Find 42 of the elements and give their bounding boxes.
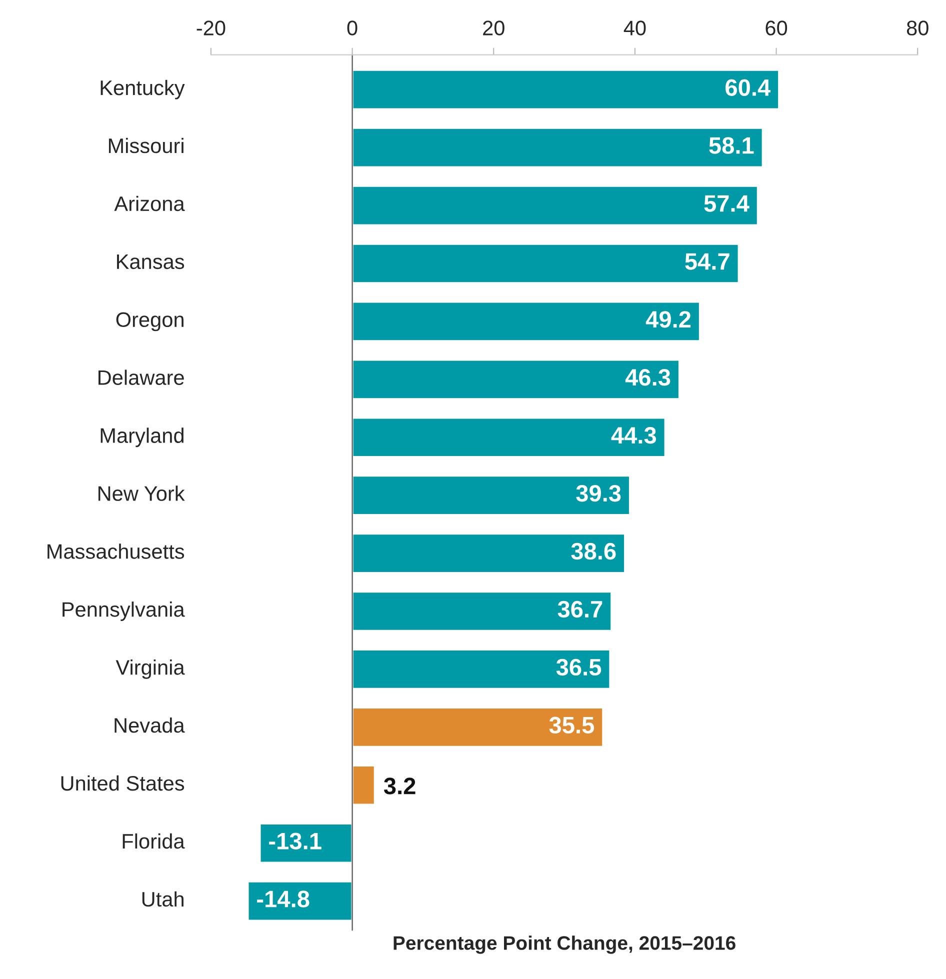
y-tick-label: Oregon <box>116 312 184 332</box>
bar <box>351 126 764 168</box>
y-tick-label: Florida <box>122 833 185 849</box>
data-label: -13.1 <box>269 832 322 850</box>
y-tick-label: Missouri <box>108 138 184 154</box>
data-label: 38.6 <box>571 542 616 560</box>
bar <box>351 68 780 110</box>
bar <box>351 184 759 226</box>
x-tick-label: -20 <box>196 20 226 36</box>
y-tick-label: Kentucky <box>100 80 185 100</box>
data-label: 46.3 <box>625 369 670 386</box>
data-label: 36.7 <box>558 600 602 618</box>
bar <box>351 242 740 284</box>
x-tick-label: 20 <box>483 20 504 36</box>
y-tick-label: Maryland <box>100 428 184 448</box>
data-label: 57.4 <box>704 195 750 212</box>
x-tick-label: 60 <box>766 20 788 36</box>
y-tick-label: Pennsylvania <box>62 602 185 621</box>
data-label: 60.4 <box>726 79 771 96</box>
bar <box>246 880 354 922</box>
x-tick-label: 40 <box>624 20 646 36</box>
x-tick-label: 0 <box>347 20 358 36</box>
y-tick-label: New York <box>98 486 185 501</box>
y-tick-label: Kansas <box>117 254 184 270</box>
data-label: 3.2 <box>384 778 416 794</box>
y-tick-label: Utah <box>142 891 184 907</box>
data-label: 39.3 <box>576 484 621 502</box>
data-label: 49.2 <box>646 311 691 328</box>
x-axis-title: Percentage Point Change, 2015–2016 <box>394 936 736 954</box>
data-label: -14.8 <box>257 890 310 908</box>
y-tick-label: Nevada <box>114 717 185 733</box>
data-label: 44.3 <box>611 426 656 444</box>
y-tick-label: Arizona <box>114 196 185 212</box>
y-tick-label: Delaware <box>98 370 184 386</box>
y-tick-label: Massachusetts <box>48 544 184 559</box>
y-tick-label: Virginia <box>116 660 185 679</box>
x-tick-label: 80 <box>906 20 928 36</box>
data-label: 35.5 <box>549 716 594 734</box>
y-tick-label: United States <box>61 775 184 791</box>
data-label: 58.1 <box>709 137 754 154</box>
data-label: 54.7 <box>685 253 730 270</box>
data-label: 36.5 <box>556 658 602 676</box>
